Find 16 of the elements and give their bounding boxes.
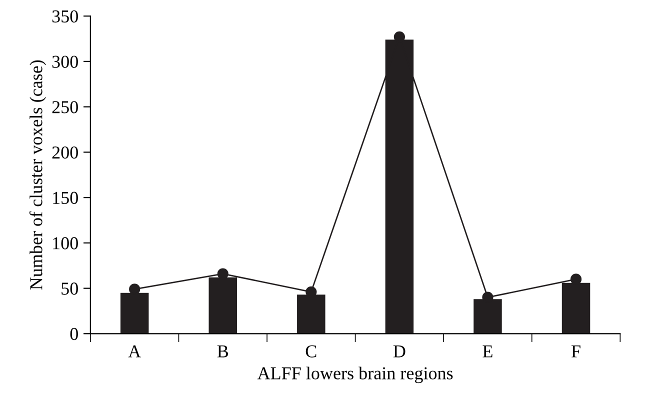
y-tick-label: 150 xyxy=(53,192,78,204)
y-tick-label: 250 xyxy=(52,101,78,114)
y-axis-title: Number of cluster voxels (case) xyxy=(29,60,46,290)
x-tick-label: B xyxy=(217,345,228,358)
y-tick-label: 350 xyxy=(52,10,78,23)
x-tick-label: C xyxy=(306,345,316,358)
x-axis-title: ALFF lowers brain regions xyxy=(257,366,453,384)
x-tick-label: F xyxy=(572,345,580,358)
y-tick-label: 200 xyxy=(52,146,78,159)
y-tick-label: 300 xyxy=(52,56,78,68)
x-tick-label: E xyxy=(482,345,492,358)
y-tick-label: 50 xyxy=(62,282,78,295)
y-tick-label: 100 xyxy=(53,237,78,250)
x-tick-label: A xyxy=(128,345,141,358)
x-tick-label: D xyxy=(393,345,406,358)
y-tick-label: 0 xyxy=(70,328,78,340)
